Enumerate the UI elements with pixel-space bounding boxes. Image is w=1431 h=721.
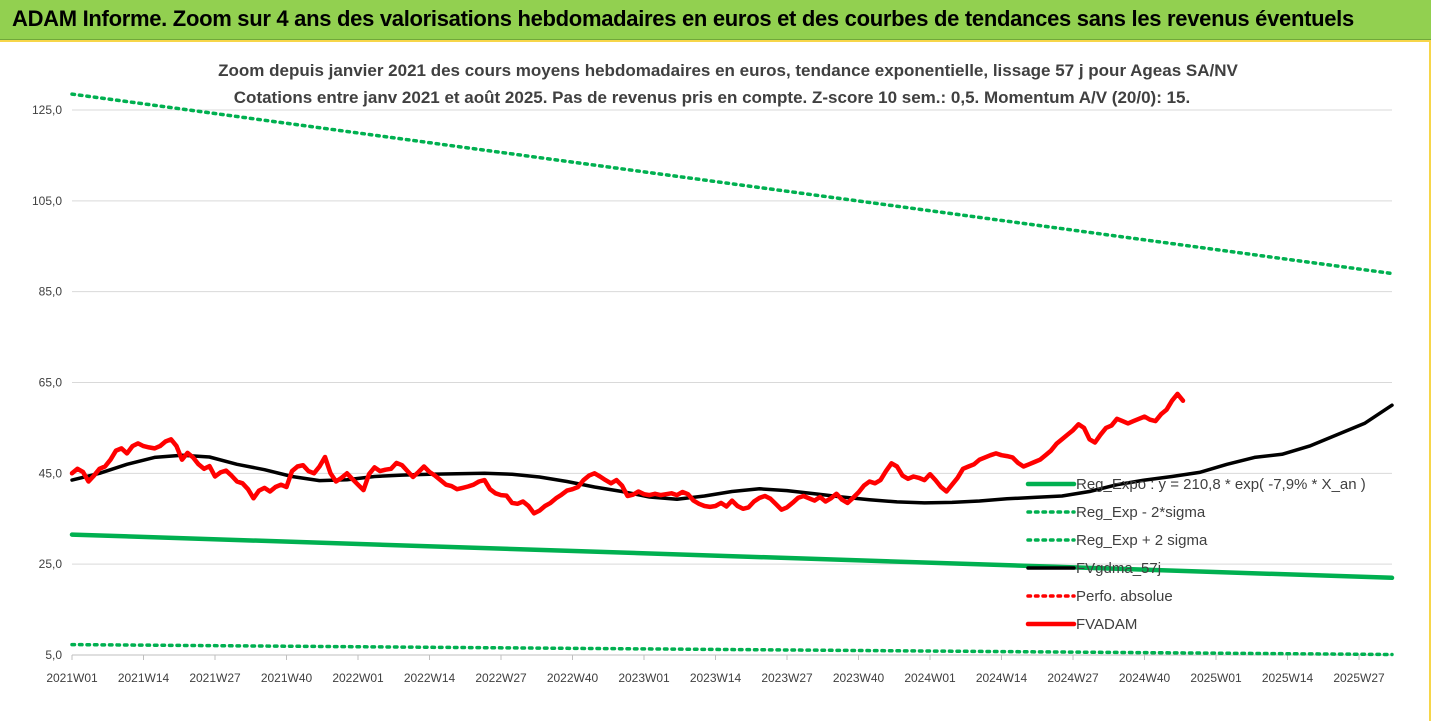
series-line-0	[69, 532, 1395, 581]
chart-title-line-1: Zoom depuis janvier 2021 des cours moyen…	[218, 61, 1238, 80]
y-tick-label: 25,0	[39, 557, 63, 571]
x-tick-label: 2021W40	[261, 671, 313, 685]
legend-label: Reg_Expo : y = 210,8 * exp( -7,9% * X_an…	[1076, 476, 1366, 493]
x-tick-label: 2024W14	[976, 671, 1028, 685]
legend: Reg_Expo : y = 210,8 * exp( -7,9% * X_an…	[1025, 476, 1366, 633]
x-tick-label: 2021W14	[118, 671, 170, 685]
y-tick-label: 85,0	[39, 285, 63, 299]
x-tick-label: 2023W01	[618, 671, 670, 685]
legend-label: Perfo. absolue	[1076, 588, 1173, 605]
x-tick-label: 2023W40	[833, 671, 885, 685]
chart-frame	[0, 40, 1431, 721]
x-tick-label: 2021W27	[189, 671, 241, 685]
x-tick-label: 2025W01	[1190, 671, 1242, 685]
chart-title-line-2: Cotations entre janv 2021 et août 2025. …	[234, 88, 1190, 107]
x-tick-label: 2022W27	[475, 671, 527, 685]
y-tick-label: 105,0	[32, 194, 62, 208]
report-title: ADAM Informe. Zoom sur 4 ans des valoris…	[12, 6, 1354, 31]
x-tick-label: 2024W40	[1119, 671, 1171, 685]
report-banner: ADAM Informe. Zoom sur 4 ans des valoris…	[0, 0, 1431, 40]
series-lines	[69, 92, 1395, 657]
y-tick-label: 65,0	[39, 376, 63, 390]
y-tick-label: 125,0	[32, 103, 62, 117]
x-tick-label: 2025W27	[1333, 671, 1385, 685]
legend-label: Reg_Exp + 2 sigma	[1076, 532, 1208, 549]
x-tick-label: 2022W01	[332, 671, 384, 685]
x-tick-label: 2022W14	[404, 671, 456, 685]
y-tick-label: 5,0	[45, 648, 62, 662]
x-tick-label: 2023W14	[690, 671, 742, 685]
legend-label: Reg_Exp - 2*sigma	[1076, 504, 1206, 521]
x-axis-ticks: 2021W01 2021W14 2021W27 2021W40 2022W01 2022W…	[46, 655, 1385, 685]
series-line-2	[70, 92, 1394, 276]
y-axis-ticks: 125,0 105,0 85,0 65,0 45,0 25,0 5,0	[32, 103, 62, 662]
x-tick-label: 2024W01	[904, 671, 956, 685]
y-tick-label: 45,0	[39, 466, 63, 480]
series-line-5	[69, 391, 1186, 516]
legend-label: FVADAM	[1076, 616, 1137, 633]
x-tick-label: 2024W27	[1047, 671, 1099, 685]
x-tick-label: 2022W40	[547, 671, 599, 685]
x-tick-label: 2021W01	[46, 671, 98, 685]
series-line-1	[70, 642, 1394, 657]
x-tick-label: 2025W14	[1262, 671, 1314, 685]
x-tick-label: 2023W27	[761, 671, 813, 685]
legend-label: FVgdma_57j	[1076, 560, 1161, 577]
